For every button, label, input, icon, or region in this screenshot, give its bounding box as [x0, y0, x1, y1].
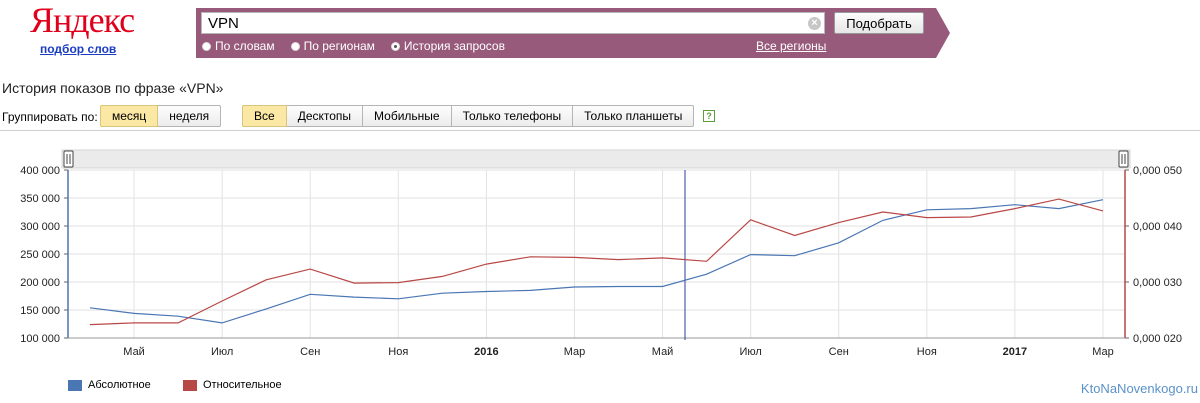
radio-icon — [202, 41, 211, 51]
y-tick-label-right: 0,000 040 — [1133, 221, 1182, 233]
all-regions-link[interactable]: Все регионы — [756, 39, 827, 53]
page-title: История показов по фразе «VPN» — [2, 80, 224, 96]
yandex-logo[interactable]: Яндекс подбор слов — [30, 0, 135, 56]
grouping-toggle: месяц неделя — [100, 105, 222, 127]
x-tick-label: Мар — [564, 346, 586, 358]
radio-icon — [290, 41, 300, 51]
x-tick-label: Июл — [739, 346, 761, 358]
watermark: KtoNaNovenkogo.ru — [1080, 381, 1198, 396]
mode-label: По регионам — [303, 39, 375, 53]
help-icon[interactable]: ? — [703, 110, 715, 122]
legend-absolute[interactable]: Абсолютное — [68, 379, 151, 391]
group-week-button[interactable]: неделя — [158, 105, 222, 127]
y-tick-label-left: 300 000 — [20, 221, 60, 233]
series-line-relative — [89, 198, 1104, 326]
range-handle-right[interactable] — [1118, 150, 1129, 168]
series-line-absolute — [89, 199, 1104, 324]
x-tick-label: Июл — [211, 346, 233, 358]
x-tick-label: Мар — [1092, 346, 1114, 358]
y-tick-label-right: 0,000 050 — [1133, 165, 1182, 177]
device-tablets-button[interactable]: Только планшеты — [573, 105, 695, 127]
y-tick-label-left: 350 000 — [20, 193, 60, 205]
y-tick-label-left: 200 000 — [20, 277, 60, 289]
mode-by-words[interactable]: По словам — [202, 39, 275, 53]
mode-label: История запросов — [403, 39, 505, 53]
series-lines — [89, 198, 1104, 326]
device-all-button[interactable]: Все — [242, 105, 287, 127]
device-filter: Все Десктопы Мобильные Только телефоны Т… — [242, 105, 695, 127]
legend-swatch-relative — [183, 379, 197, 391]
search-button[interactable]: Подобрать — [834, 12, 924, 34]
legend-relative[interactable]: Относительное — [183, 379, 282, 391]
mode-label: По словам — [215, 39, 275, 53]
mode-selector: По словам По регионам История запросов — [202, 38, 521, 54]
y-tick-label-right: 0,000 020 — [1133, 333, 1182, 345]
y-tick-label-left: 150 000 — [20, 305, 60, 317]
search-bar: × Подобрать По словам По регионам Истори… — [196, 8, 936, 58]
device-desktop-button[interactable]: Десктопы — [286, 105, 364, 127]
grouping-label: Группировать по: — [2, 110, 98, 124]
legend-label-relative: Относительное — [203, 379, 282, 391]
radio-selected-icon — [390, 41, 400, 51]
y-axis-left-labels: 400 000 350 000 300 000 250 000 200 000 150 0… — [20, 165, 68, 345]
y-tick-label-left: 250 000 — [20, 249, 60, 261]
y-tick-label-left: 400 000 — [20, 165, 60, 177]
chart-frame — [0, 130, 1200, 403]
x-tick-label: Сен — [300, 346, 320, 358]
y-tick-label-right: 0,000 030 — [1133, 277, 1182, 289]
x-axis-labels: Май Июл Сен Ноя 2016 Мар Май Июл Сен Ноя 2017 Мар — [123, 346, 1113, 358]
clear-icon[interactable]: × — [808, 17, 821, 30]
x-tick-label: Сен — [829, 346, 849, 358]
range-navigator — [61, 149, 1131, 169]
logo-wordmark: Яндекс — [30, 0, 135, 40]
group-month-button[interactable]: месяц — [100, 105, 159, 127]
device-phones-button[interactable]: Только телефоны — [451, 105, 574, 127]
y-axis-right-labels: 0,000 050 0,000 040 0,000 030 0,000 020 — [1125, 165, 1182, 345]
x-tick-label: 2016 — [474, 346, 498, 358]
y-tick-label-left: 100 000 — [20, 333, 60, 345]
mode-history[interactable]: История запросов — [390, 39, 505, 53]
grid-lines — [68, 169, 1125, 339]
legend-swatch-absolute — [68, 379, 82, 391]
range-handle-left[interactable] — [63, 150, 74, 168]
search-bar-arrow — [936, 8, 950, 58]
x-tick-label: 2017 — [1003, 346, 1027, 358]
x-tick-label: Ноя — [917, 346, 937, 358]
x-tick-label: Ноя — [388, 346, 408, 358]
legend-label-absolute: Абсолютное — [88, 379, 151, 391]
mode-by-regions[interactable]: По регионам — [290, 39, 375, 53]
device-mobile-button[interactable]: Мобильные — [363, 105, 452, 127]
x-tick-label: Май — [652, 346, 674, 358]
wordstat-link[interactable]: подбор слов — [40, 42, 117, 56]
search-input[interactable] — [201, 12, 825, 34]
x-tick-label: Май — [123, 346, 145, 358]
